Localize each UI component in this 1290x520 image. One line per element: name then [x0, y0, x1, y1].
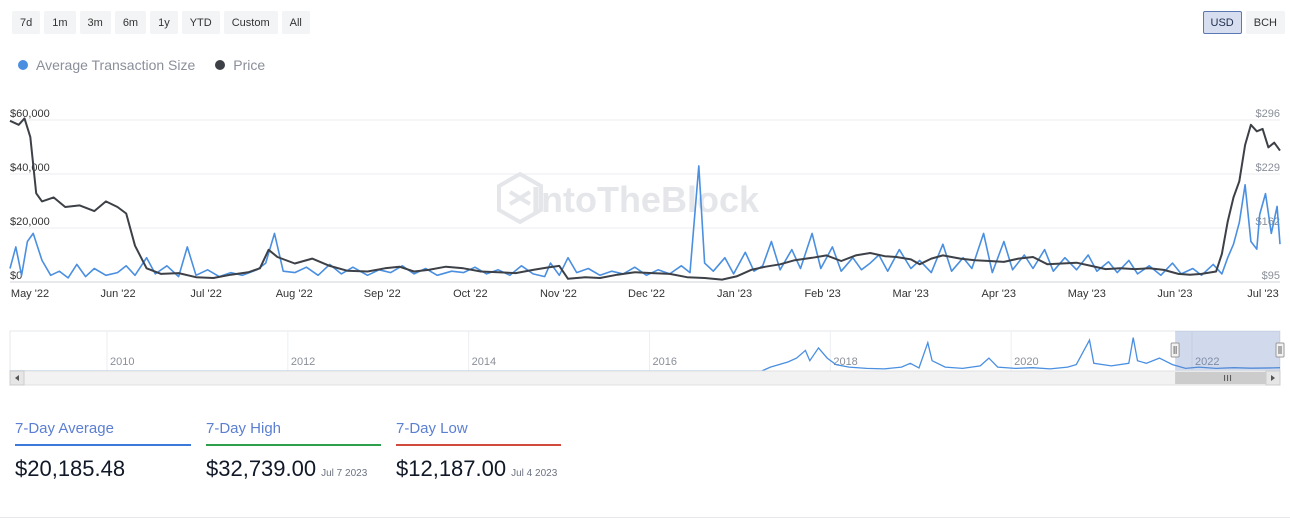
stat-label: 7-Day Average	[15, 420, 114, 437]
y-axis-left-tick-label: $40,000	[10, 162, 50, 174]
x-axis-tick-label: Sep '22	[364, 288, 401, 300]
legend-label: Price	[233, 57, 266, 73]
stat-date: Jul 4 2023	[511, 468, 558, 479]
stat-value: $12,187.00	[396, 456, 507, 481]
x-axis-tick-label: May '23	[1068, 288, 1106, 300]
y-axis-right-tick-label: $95	[1262, 270, 1280, 282]
navigator-year-label: 2020	[1014, 356, 1038, 368]
range-navigator[interactable]: 2010201220142016201820202022	[0, 325, 1290, 389]
legend-label: Average Transaction Size	[36, 57, 196, 73]
navigator-year-label: 2012	[291, 356, 315, 368]
navigator-frame	[9, 330, 1281, 372]
navigator-year-label: 2022	[1195, 356, 1219, 368]
stat-underline	[15, 444, 191, 446]
x-axis-tick-label: Jun '22	[101, 288, 136, 300]
y-axis-right-tick-label: $229	[1256, 162, 1280, 174]
chevron-right-icon	[1271, 375, 1275, 381]
stats-panel: 7-Day Average $20,185.48 7-Day High $32,…	[15, 420, 561, 482]
navigator-year-label: 2016	[653, 356, 677, 368]
watermark-hexagon	[497, 171, 543, 225]
divider	[0, 517, 1290, 518]
range-button-all[interactable]: All	[281, 11, 310, 34]
range-button-1m[interactable]: 1m	[44, 11, 76, 34]
time-range-selector: 7d 1m 3m 6m 1y YTD Custom All	[12, 11, 310, 34]
x-axis-tick-label: Apr '23	[982, 288, 1017, 300]
legend-item-average-transaction-size[interactable]: Average Transaction Size	[18, 57, 195, 73]
line-chart: IntoTheBlock$0$20,000$40,000$60,000$95$1…	[9, 108, 1281, 300]
series-line-price	[9, 117, 1281, 281]
x-axis-tick-label: Nov '22	[540, 288, 577, 300]
currency-button-bch[interactable]: BCH	[1245, 11, 1285, 34]
watermark-logo-icon	[497, 171, 543, 225]
range-button-1y[interactable]: 1y	[150, 11, 178, 34]
x-axis-tick-label: Jun '23	[1157, 288, 1192, 300]
stat-7day-low: 7-Day Low $12,187.00 Jul 4 2023	[396, 420, 561, 482]
stat-label: 7-Day Low	[396, 420, 468, 437]
x-axis-tick-label: Jul '23	[1247, 288, 1278, 300]
stat-label: 7-Day High	[206, 420, 282, 437]
x-axis-tick-label: Jan '23	[717, 288, 752, 300]
navigator-handle-left	[1170, 342, 1180, 358]
y-axis-left-tick-label: $60,000	[10, 108, 50, 120]
range-button-custom[interactable]: Custom	[223, 11, 278, 34]
x-axis-tick-label: Mar '23	[893, 288, 929, 300]
stat-7day-average: 7-Day Average $20,185.48	[15, 420, 191, 482]
range-button-6m[interactable]: 6m	[114, 11, 147, 34]
navigator-selection	[1175, 331, 1280, 371]
stat-underline	[396, 444, 561, 446]
legend-item-price[interactable]: Price	[215, 57, 265, 73]
currency-selector: USD BCH	[1202, 11, 1285, 34]
x-axis-tick-label: Dec '22	[628, 288, 665, 300]
stat-date: Jul 7 2023	[321, 468, 368, 479]
x-axis-tick-label: May '22	[11, 288, 49, 300]
x-axis-tick-label: Oct '22	[453, 288, 488, 300]
y-axis-left-tick-label: $20,000	[10, 216, 50, 228]
watermark-cross	[508, 190, 532, 206]
x-axis-tick-label: Feb '23	[804, 288, 840, 300]
stat-value: $32,739.00	[206, 456, 317, 481]
watermark-text: IntoTheBlock	[531, 179, 760, 220]
stat-value: $20,185.48	[15, 456, 126, 481]
range-button-ytd[interactable]: YTD	[181, 11, 220, 34]
range-button-3m[interactable]: 3m	[79, 11, 111, 34]
chevron-left-icon	[15, 375, 19, 381]
navigator-year-label: 2010	[110, 356, 134, 368]
chart-legend: Average Transaction Size Price	[18, 57, 265, 73]
stat-underline	[206, 444, 381, 446]
currency-button-usd[interactable]: USD	[1202, 11, 1242, 34]
navigator-series-line	[10, 337, 1281, 372]
stat-7day-high: 7-Day High $32,739.00 Jul 7 2023	[206, 420, 381, 482]
legend-dot-icon	[215, 60, 226, 70]
series-line-average-transaction-size	[9, 165, 1281, 279]
y-axis-left-tick-label: $0	[10, 270, 22, 282]
navigator-handle-right	[1275, 342, 1285, 358]
x-axis-tick-label: Jul '22	[190, 288, 221, 300]
y-axis-right-tick-label: $296	[1256, 108, 1280, 120]
navigator-year-label: 2014	[472, 356, 496, 368]
navigator-scrollbar-track	[9, 370, 1281, 386]
legend-dot-icon	[18, 60, 28, 70]
x-axis-tick-label: Aug '22	[276, 288, 313, 300]
range-button-7d[interactable]: 7d	[12, 11, 41, 34]
